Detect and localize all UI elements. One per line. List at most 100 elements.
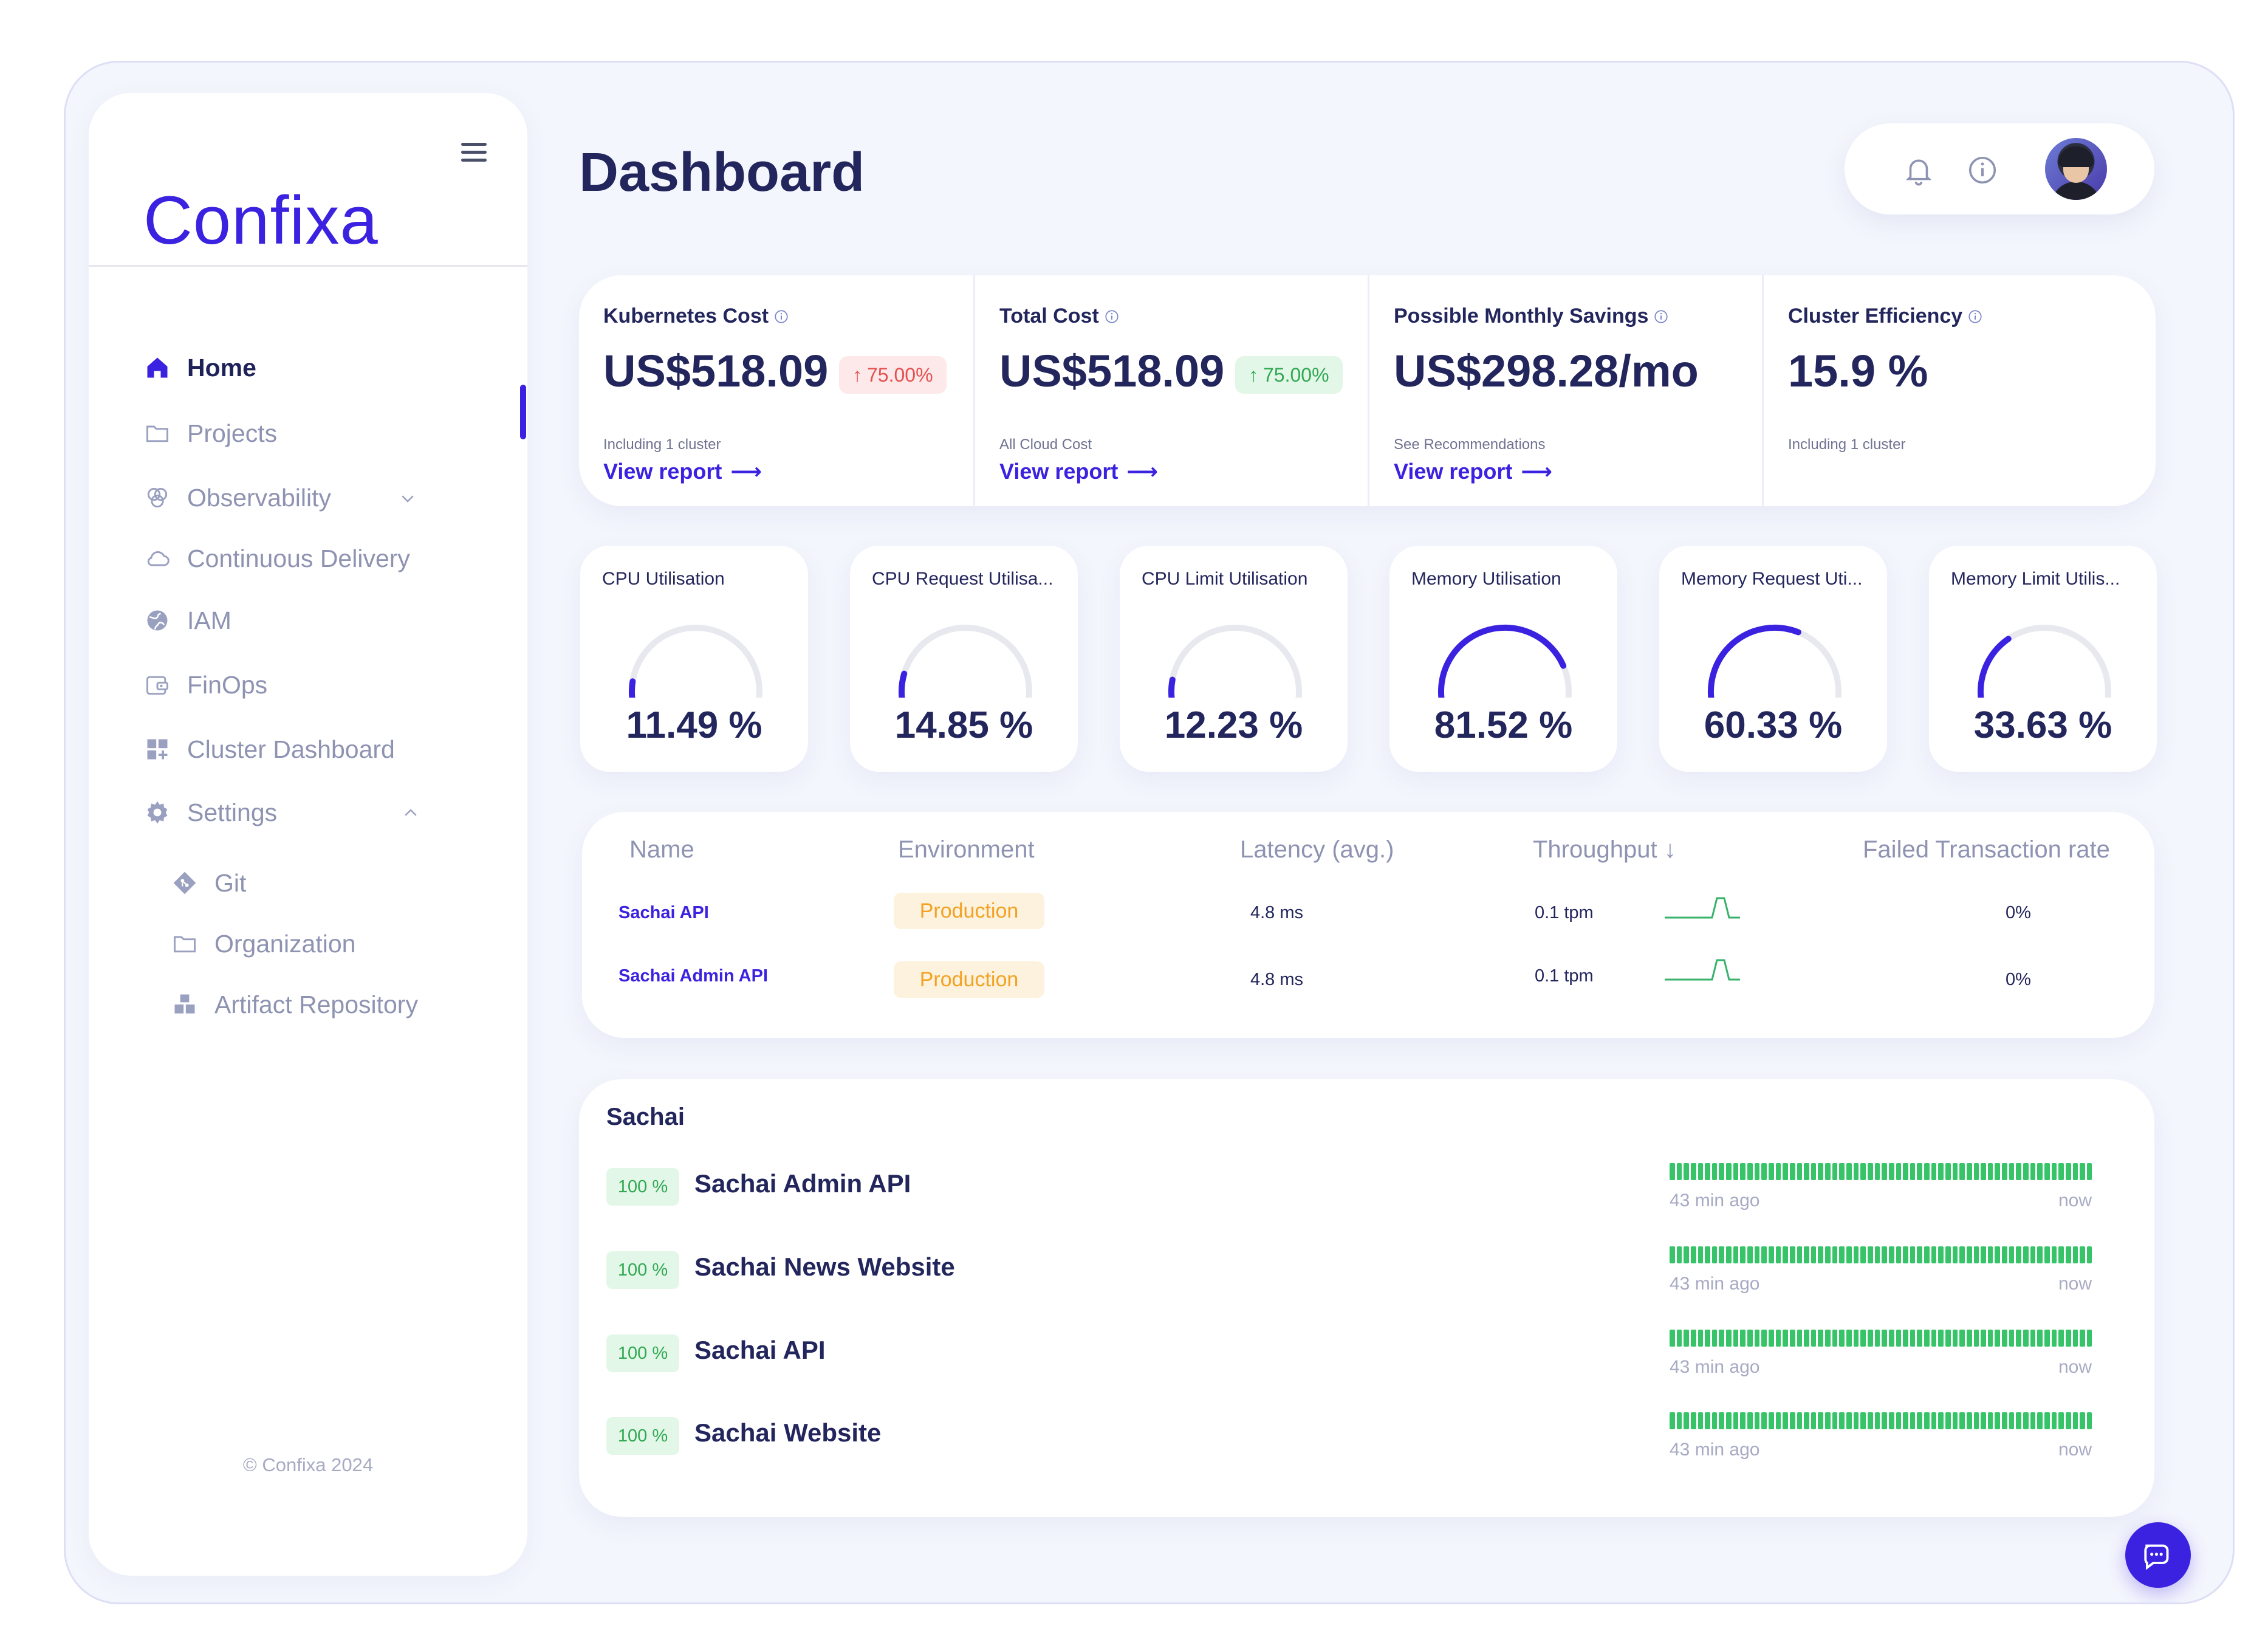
sidebar-item-continuous-delivery[interactable]: Continuous Delivery — [143, 539, 410, 578]
gauge-value: 60.33 % — [1704, 704, 1843, 746]
uptime-bar-segment — [2080, 1330, 2085, 1347]
sidebar-item-cluster-dashboard[interactable]: Cluster Dashboard — [143, 730, 395, 769]
info-icon[interactable] — [773, 309, 789, 325]
sidebar-item-artifact-repository[interactable]: Artifact Repository — [171, 985, 418, 1024]
throughput-sparkline — [1665, 959, 1740, 981]
service-name[interactable]: Sachai Website — [694, 1418, 882, 1447]
sidebar-item-organization[interactable]: Organization — [171, 924, 355, 963]
bell-icon[interactable] — [1902, 154, 1935, 187]
uptime-panel: Sachai 100 % Sachai Admin API 43 min ago… — [579, 1079, 2154, 1517]
sidebar-item-settings[interactable]: Settings — [143, 793, 277, 832]
uptime-bar-segment — [2072, 1330, 2078, 1347]
throughput-value: 0.1 tpm — [1535, 966, 1594, 986]
uptime-row[interactable]: 100 % Sachai News Website 43 min ago now — [579, 1240, 2154, 1307]
column-header-failed-rate[interactable]: Failed Transaction rate — [1863, 836, 2110, 863]
chevron-up-icon[interactable] — [402, 804, 420, 822]
uptime-bar-segment — [2037, 1163, 2043, 1180]
uptime-bar-segment — [1910, 1163, 1916, 1180]
gauge-label: CPU Utilisation — [602, 569, 725, 589]
uptime-bar-segment — [2065, 1163, 2071, 1180]
uptime-bars — [1670, 1330, 2092, 1347]
sidebar-item-label: IAM — [187, 606, 231, 634]
service-name[interactable]: Sachai Admin API — [694, 1169, 911, 1198]
uptime-bar-segment — [1853, 1246, 1859, 1263]
uptime-bar-segment — [1670, 1163, 1675, 1180]
uptime-row[interactable]: 100 % Sachai Admin API 43 min ago now — [579, 1157, 2154, 1224]
uptime-bar-segment — [1860, 1246, 1866, 1263]
uptime-percent-badge: 100 % — [606, 1417, 679, 1455]
boxes-icon — [171, 991, 199, 1018]
timeline-start-label: 43 min ago — [1670, 1190, 1760, 1211]
uptime-bar-segment — [1804, 1412, 1809, 1429]
chevron-down-icon[interactable] — [399, 489, 417, 507]
failed-rate-value: 0% — [2006, 970, 2031, 989]
uptime-row[interactable]: 100 % Sachai API 43 min ago now — [579, 1324, 2154, 1390]
uptime-bar-segment — [1867, 1246, 1873, 1263]
view-report-link[interactable]: View report ⟶ — [1394, 459, 1553, 484]
gauge-card: Memory Utilisation 81.52 % — [1389, 546, 1617, 772]
info-icon[interactable] — [1966, 154, 1999, 187]
view-report-link[interactable]: View report ⟶ — [999, 459, 1159, 484]
sidebar-item-iam[interactable]: IAM — [143, 601, 231, 640]
environment-badge: Production — [894, 961, 1044, 998]
hamburger-icon — [461, 142, 487, 146]
uptime-bar-segment — [1846, 1330, 1852, 1347]
sidebar-item-home[interactable]: Home — [143, 348, 256, 387]
cost-card-note: All Cloud Cost — [999, 436, 1092, 453]
uptime-bar-segment — [1896, 1246, 1902, 1263]
column-header-throughput[interactable]: Throughput ↓ — [1533, 836, 1676, 863]
uptime-bar-segment — [1867, 1412, 1873, 1429]
service-name[interactable]: Sachai API — [694, 1336, 826, 1364]
uptime-bar-segment — [1747, 1330, 1753, 1347]
info-icon[interactable] — [1967, 309, 1983, 325]
cost-card-savings: Possible Monthly Savings US$298.28/mo Se… — [1368, 275, 1762, 506]
uptime-bar-segment — [1995, 1412, 2001, 1429]
cost-card-value: US$518.09 — [999, 346, 1225, 396]
chat-support-button[interactable] — [2125, 1522, 2191, 1588]
uptime-bar-segment — [1676, 1412, 1682, 1429]
uptime-bar-segment — [1797, 1246, 1803, 1263]
info-icon[interactable] — [1653, 309, 1669, 325]
arrow-up-icon: ↑ — [1249, 363, 1258, 386]
uptime-bar-segment — [1853, 1412, 1859, 1429]
service-name[interactable]: Sachai News Website — [694, 1252, 955, 1281]
view-report-link[interactable]: View report ⟶ — [603, 459, 762, 484]
uptime-bar-segment — [2037, 1412, 2043, 1429]
uptime-bar-segment — [1924, 1330, 1930, 1347]
gauge-card: CPU Utilisation 11.49 % — [580, 546, 808, 772]
uptime-bar-segment — [1818, 1330, 1824, 1347]
uptime-bar-segment — [1711, 1246, 1718, 1263]
uptime-bar-segment — [2009, 1163, 2015, 1180]
uptime-bars — [1670, 1412, 2092, 1429]
service-name-link[interactable]: Sachai API — [618, 903, 709, 922]
uptime-bar-segment — [1789, 1412, 1795, 1429]
uptime-bar-segment — [2086, 1330, 2092, 1347]
uptime-bar-segment — [1719, 1163, 1725, 1180]
timeline-start-label: 43 min ago — [1670, 1357, 1760, 1377]
uptime-bar-segment — [1804, 1163, 1809, 1180]
uptime-bar-segment — [1987, 1412, 1993, 1429]
uptime-bar-segment — [1775, 1163, 1781, 1180]
column-header-environment[interactable]: Environment — [898, 836, 1035, 863]
uptime-row[interactable]: 100 % Sachai Website 43 min ago now — [579, 1406, 2154, 1473]
sidebar-item-git[interactable]: Git — [171, 864, 246, 902]
column-header-latency[interactable]: Latency (avg.) — [1240, 836, 1394, 863]
sidebar-item-label: Continuous Delivery — [187, 544, 410, 572]
uptime-bar-segment — [1959, 1330, 1965, 1347]
menu-toggle-button[interactable] — [456, 134, 493, 170]
column-header-name[interactable]: Name — [629, 836, 694, 863]
uptime-bar-segment — [1987, 1163, 1993, 1180]
sidebar-item-projects[interactable]: Projects — [143, 414, 277, 453]
info-icon[interactable] — [1104, 309, 1120, 325]
gauge-arc — [629, 624, 762, 698]
uptime-bar-segment — [2037, 1330, 2043, 1347]
sidebar-item-observability[interactable]: Observability — [143, 478, 331, 517]
uptime-bar-segment — [2002, 1246, 2007, 1263]
service-name-link[interactable]: Sachai Admin API — [618, 966, 769, 986]
uptime-bar-segment — [1903, 1246, 1908, 1263]
cost-summary: Kubernetes Cost US$518.09 ↑ 75.00% Includ… — [579, 275, 2156, 506]
avatar[interactable] — [2045, 138, 2107, 200]
uptime-bar-segment — [1832, 1246, 1838, 1263]
uptime-bar-segment — [1698, 1412, 1704, 1429]
sidebar-item-finops[interactable]: FinOps — [143, 665, 267, 704]
